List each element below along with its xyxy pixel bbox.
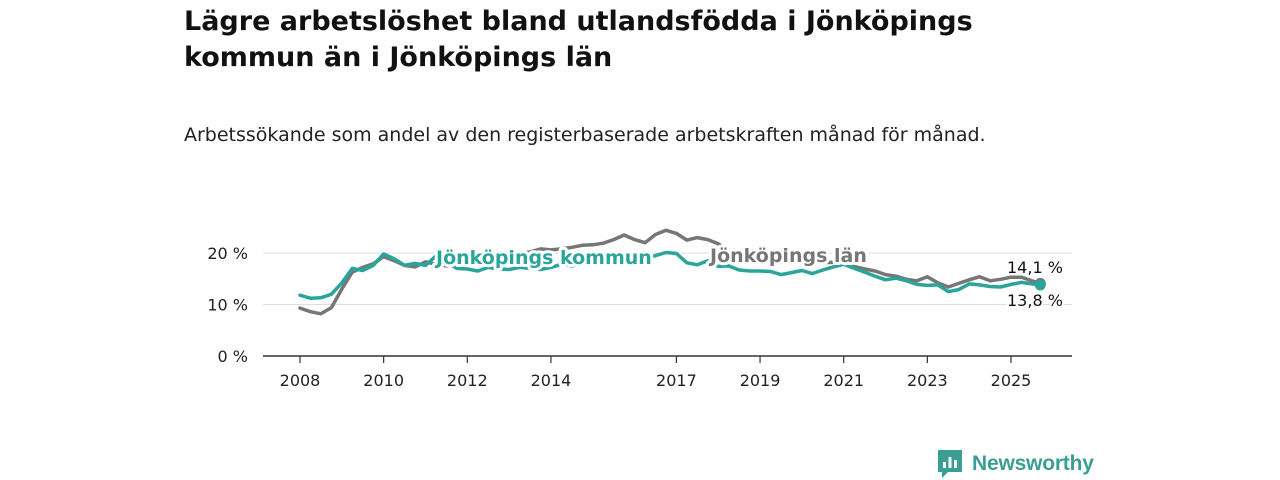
series-label-kommun: Jönköpings kommun (434, 247, 652, 269)
chart-title: Lägre arbetslöshet bland utlandsfödda i … (184, 6, 973, 73)
x-tick-label: 2023 (907, 371, 948, 390)
chart-labels: Jönköpings kommun Jönköpings län 14,1 % 13,… (431, 242, 1065, 312)
x-tick-label: 2025 (991, 371, 1032, 390)
series-end-point-kommun (1034, 279, 1046, 291)
y-tick-label: 20 % (207, 244, 248, 263)
end-label-kommun: 13,8 % (1007, 291, 1063, 310)
x-tick-label: 2008 (280, 371, 321, 390)
bar-chart-speech-icon (938, 450, 962, 478)
x-tick-label: 2021 (823, 371, 864, 390)
x-tick-label: 2012 (447, 371, 488, 390)
logo-text: Newsworthy (972, 452, 1094, 475)
series-lines (298, 228, 1046, 316)
y-tick-label: 10 % (207, 296, 248, 315)
series-line-kommun (298, 250, 1043, 301)
chart-subtitle: Arbetssökande som andel av den registerb… (184, 124, 986, 146)
newsworthy-logo: Newsworthy (936, 448, 1094, 480)
series-label-lan: Jönköpings län (708, 245, 867, 267)
y-tick-label: 0 % (218, 347, 248, 366)
x-tick-label: 2014 (531, 371, 572, 390)
x-axis: 2008 2010 2012 2014 2017 2019 2021 2023 2025 (263, 355, 1072, 390)
x-tick-label: 2010 (363, 371, 404, 390)
x-tick-label: 2017 (656, 371, 697, 390)
end-label-lan: 14,1 % (1007, 258, 1063, 277)
x-tick-label: 2019 (740, 371, 781, 390)
series-line-lan (298, 228, 1043, 316)
